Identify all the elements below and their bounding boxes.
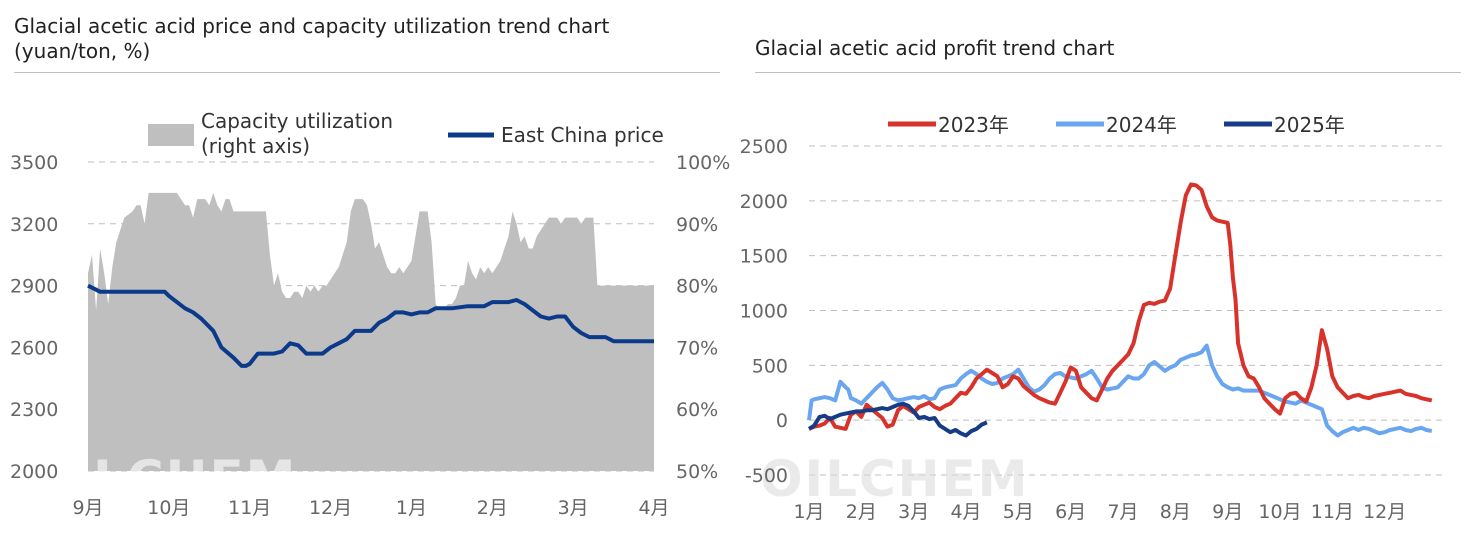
legend-capacity-label: Capacity utilization [201, 109, 393, 133]
left-y-tick-label: 2300 [10, 399, 58, 421]
legend-label-2024: 2024年 [1106, 113, 1177, 137]
right-chart-svg: OILCHEM 2500 2000 1500 1000 500 0 -500 1月 2月 3月 4… [740, 113, 1443, 523]
right-y-tick-label: 500 [752, 355, 788, 377]
profit-line-2025 [807, 401, 988, 438]
legend-capacity-swatch [148, 124, 194, 146]
left-x-tick-label: 10月 [147, 497, 190, 519]
profit-line-2024 [807, 343, 1433, 438]
left-y-tick-label: 2900 [10, 276, 58, 298]
right-axis-tick-label: 60% [676, 399, 718, 421]
profit-line-2023 [808, 182, 1433, 431]
legend-label-2023: 2023年 [938, 113, 1009, 137]
right-y-tick-label: 0 [776, 410, 788, 432]
right-x-tick-label: 3月 [898, 501, 929, 523]
legend-capacity-sublabel: (right axis) [201, 134, 310, 158]
right-title-rule [755, 72, 1461, 73]
left-x-tick-label: 2月 [477, 497, 508, 519]
left-chart-panel: Glacial acetic acid price and capacity u… [0, 0, 730, 540]
left-x-tick-label: 1月 [396, 497, 427, 519]
east-china-price-line [87, 283, 654, 368]
left-chart-title: Glacial acetic acid price and capacity u… [14, 14, 609, 64]
right-chart-title: Glacial acetic acid profit trend chart [755, 36, 1115, 60]
left-title-rule [14, 72, 720, 73]
right-axis-tick-label: 100% [676, 152, 730, 174]
left-y-tick-label: 2000 [10, 461, 58, 483]
right-y-tick-label: 1000 [740, 301, 788, 323]
left-x-tick-label: 3月 [558, 497, 589, 519]
right-axis-tick-label: 50% [676, 461, 718, 483]
right-x-tick-label: 2月 [846, 501, 877, 523]
right-x-tick-label: 9月 [1212, 501, 1243, 523]
right-x-tick-label: 1月 [793, 501, 824, 523]
right-axis-tick-label: 90% [676, 214, 718, 236]
right-axis-tick-label: 70% [676, 337, 718, 359]
right-x-tick-label: 5月 [1003, 501, 1034, 523]
right-x-tick-label: 12月 [1363, 501, 1406, 523]
right-x-tick-label: 6月 [1055, 501, 1086, 523]
left-watermark: OILCHEM [28, 450, 297, 508]
left-x-tick-label: 12月 [309, 497, 352, 519]
right-y-tick-label: 1500 [740, 246, 788, 268]
right-y-tick-label: 2000 [740, 191, 788, 213]
left-chart-svg: OILCHEM 3500 3200 2900 2600 2300 2000 100% 90%… [10, 109, 730, 519]
right-x-tick-label: 7月 [1107, 501, 1138, 523]
right-x-tick-label: 4月 [950, 501, 981, 523]
right-chart-panel: Glacial acetic acid profit trend chart O… [740, 0, 1469, 540]
left-x-tick-label: 4月 [638, 497, 669, 519]
right-y-tick-label: -500 [745, 465, 788, 487]
left-chart-title-line1: Glacial acetic acid price and capacity u… [14, 14, 610, 38]
left-y-tick-label: 2600 [10, 337, 58, 359]
left-chart-title-line2: (yuan/ton, %) [14, 39, 151, 63]
left-x-tick-label: 9月 [72, 497, 103, 519]
left-x-tick-label: 11月 [228, 497, 271, 519]
right-x-tick-label: 11月 [1311, 501, 1354, 523]
legend-label-2025: 2025年 [1274, 113, 1345, 137]
right-x-tick-label: 10月 [1258, 501, 1301, 523]
legend-price-label: East China price [501, 123, 664, 147]
right-y-tick-label: 2500 [740, 136, 788, 158]
right-x-tick-label: 8月 [1160, 501, 1191, 523]
right-watermark: OILCHEM [760, 450, 1029, 508]
left-y-tick-label: 3500 [10, 152, 58, 174]
right-axis-tick-label: 80% [676, 276, 718, 298]
left-y-tick-label: 3200 [10, 214, 58, 236]
